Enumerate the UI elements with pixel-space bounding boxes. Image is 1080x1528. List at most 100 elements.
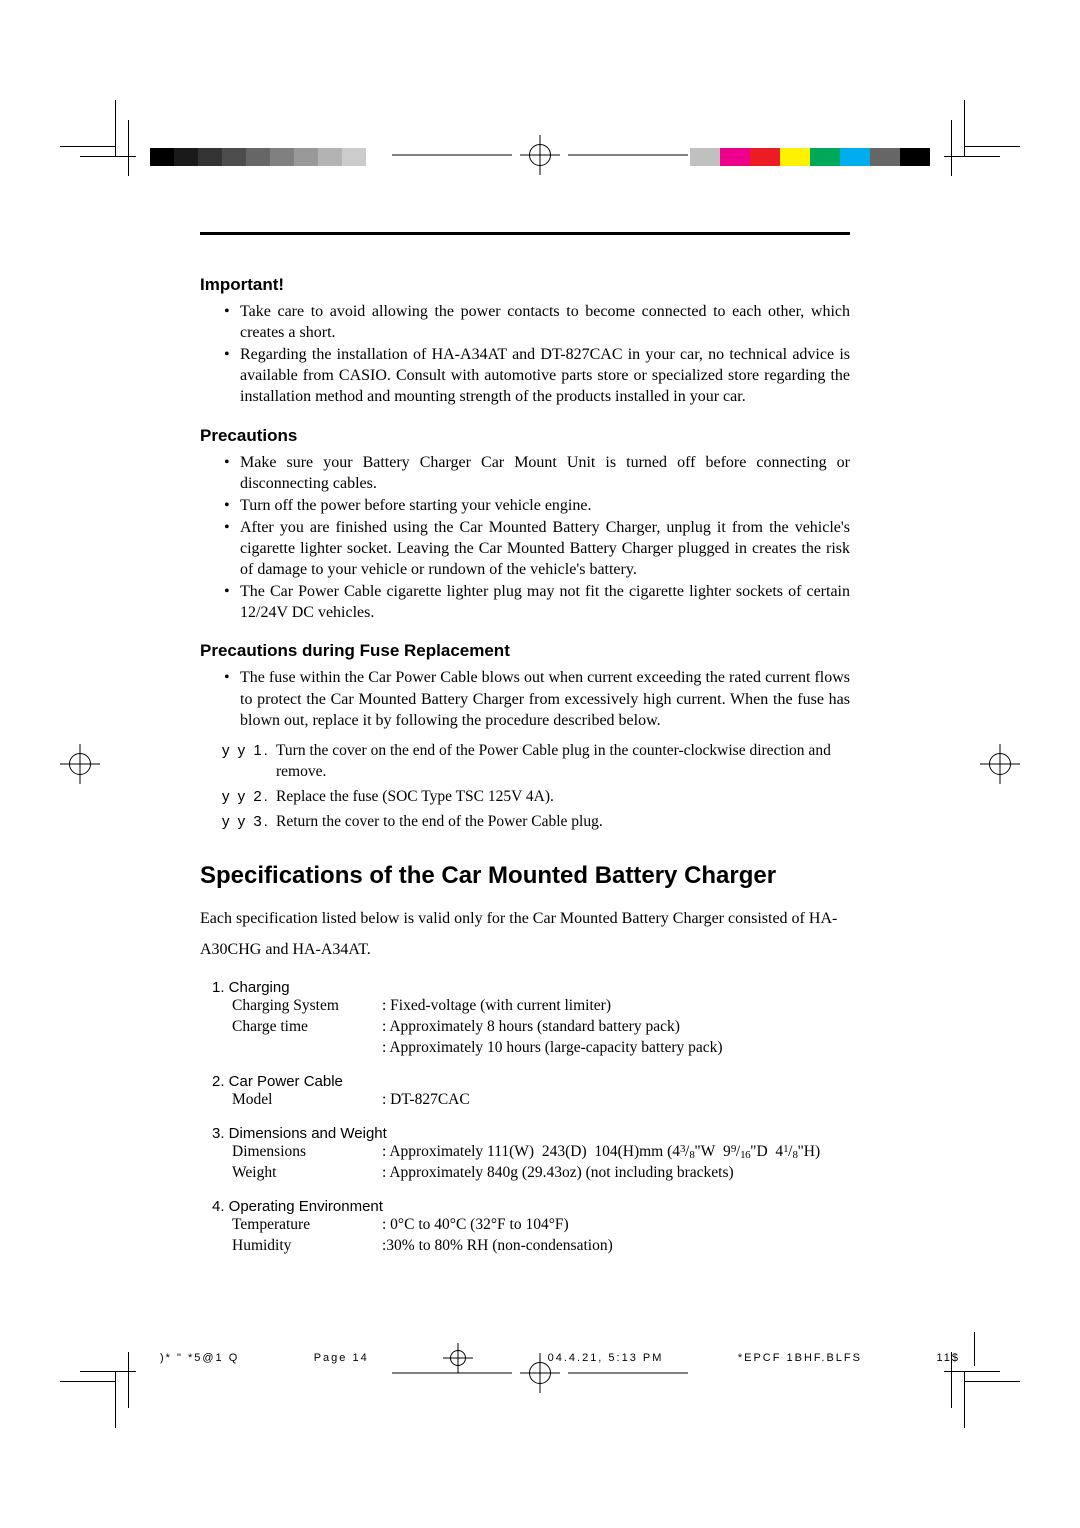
list-item: The Car Power Cable cigarette lighter pl… xyxy=(240,581,850,623)
step-item: y y 3. Return the cover to the end of the… xyxy=(222,812,850,833)
gray-swatch xyxy=(294,148,318,166)
registration-mark-icon xyxy=(980,744,1020,784)
spec-label: Weight xyxy=(232,1163,382,1184)
gray-swatch xyxy=(198,148,222,166)
precautions-list: Make sure your Battery Charger Car Mount… xyxy=(200,452,850,624)
spec-label: Temperature xyxy=(232,1215,382,1236)
spec-row: Dimensions: Approximately 111(W) 243(D) … xyxy=(200,1142,850,1163)
crop-mark xyxy=(974,1332,975,1366)
crop-mark xyxy=(60,1381,116,1382)
color-swatch xyxy=(750,148,780,166)
heading-fuse: Precautions during Fuse Replacement xyxy=(200,641,850,661)
spec-block-title: 4. Operating Environment xyxy=(200,1198,850,1215)
slug-left: )* " *5@1 Q xyxy=(160,1352,239,1364)
spec-row: Charge time: Approximately 8 hours (stan… xyxy=(200,1017,850,1038)
registration-mark-icon xyxy=(443,1343,473,1373)
step-number: y y 1. xyxy=(222,741,270,761)
registration-mark-icon xyxy=(60,744,100,784)
fuse-intro-list: The fuse within the Car Power Cable blow… xyxy=(200,667,850,730)
crop-mark xyxy=(128,120,129,176)
slug-page: Page 14 xyxy=(314,1352,369,1364)
spec-label: Model xyxy=(232,1090,382,1111)
color-swatch xyxy=(810,148,840,166)
spec-value: : Approximately 10 hours (large-capacity… xyxy=(382,1038,850,1059)
step-text: Return the cover to the end of the Power… xyxy=(276,813,603,830)
spec-row: Temperature: 0°C to 40°C (32°F to 104°F) xyxy=(200,1215,850,1236)
spec-value: : Approximately 111(W) 243(D) 104(H)mm (… xyxy=(382,1142,850,1163)
spec-label: Charging System xyxy=(232,996,382,1017)
heading-important: Important! xyxy=(200,275,850,295)
fuse-steps: y y 1. Turn the cover on the end of the P… xyxy=(200,741,850,833)
spec-value: : Fixed-voltage (with current limiter) xyxy=(382,996,850,1017)
color-swatch xyxy=(870,148,900,166)
heading-specifications: Specifications of the Car Mounted Batter… xyxy=(200,862,850,890)
crop-mark xyxy=(964,1381,1020,1382)
color-swatch xyxy=(690,148,720,166)
crop-mark xyxy=(115,100,116,156)
list-item: Regarding the installation of HA-A34AT a… xyxy=(240,344,850,407)
crop-mark xyxy=(964,100,965,156)
color-swatch xyxy=(840,148,870,166)
slug-right: *EPCF 1BHF.BLFS xyxy=(738,1352,862,1364)
color-swatch-bar xyxy=(690,148,930,166)
crop-mark xyxy=(964,146,1020,147)
crop-mark xyxy=(115,1372,116,1428)
step-number: y y 3. xyxy=(222,812,270,832)
spec-row: Weight: Approximately 840g (29.43oz) (no… xyxy=(200,1163,850,1184)
step-text: Replace the fuse (SOC Type TSC 125V 4A). xyxy=(276,788,554,805)
spec-block-title: 3. Dimensions and Weight xyxy=(200,1125,850,1142)
list-item: Turn off the power before starting your … xyxy=(240,495,850,516)
crop-mark xyxy=(944,156,1000,157)
registration-mark-icon xyxy=(520,135,560,175)
top-rule xyxy=(200,232,850,235)
gray-swatch xyxy=(366,148,390,166)
spec-block: 2. Car Power CableModel: DT-827CAC xyxy=(200,1073,850,1111)
page-content: Important! Take care to avoid allowing t… xyxy=(200,232,850,1257)
spec-row: Model: DT-827CAC xyxy=(200,1090,850,1111)
color-swatch xyxy=(900,148,930,166)
list-item: After you are finished using the Car Mou… xyxy=(240,517,850,580)
spec-label: Dimensions xyxy=(232,1142,382,1163)
gray-swatch xyxy=(174,148,198,166)
spec-value: :30% to 80% RH (non-condensation) xyxy=(382,1236,850,1257)
spec-value: : DT-827CAC xyxy=(382,1090,850,1111)
spec-block: 4. Operating EnvironmentTemperature: 0°C… xyxy=(200,1198,850,1257)
list-item: Take care to avoid allowing the power co… xyxy=(240,301,850,343)
spec-block-title: 1. Charging xyxy=(200,979,850,996)
step-item: y y 2. Replace the fuse (SOC Type TSC 125… xyxy=(222,787,850,808)
important-list: Take care to avoid allowing the power co… xyxy=(200,301,850,408)
spec-value: : 0°C to 40°C (32°F to 104°F) xyxy=(382,1215,850,1236)
slug-far: 11$ xyxy=(936,1352,960,1364)
crop-mark xyxy=(128,1352,129,1408)
job-slug: )* " *5@1 Q Page 14 04.4.21, 5:13 PM *EP… xyxy=(160,1343,960,1373)
spec-row: Charging System: Fixed-voltage (with cur… xyxy=(200,996,850,1017)
gray-swatch xyxy=(342,148,366,166)
spec-label xyxy=(232,1038,382,1059)
list-item: Make sure your Battery Charger Car Mount… xyxy=(240,452,850,494)
gray-swatch xyxy=(246,148,270,166)
spec-block-title: 2. Car Power Cable xyxy=(200,1073,850,1090)
step-number: y y 2. xyxy=(222,787,270,807)
gray-swatch xyxy=(318,148,342,166)
fuse-intro: The fuse within the Car Power Cable blow… xyxy=(240,667,850,730)
spec-block: 1. ChargingCharging System: Fixed-voltag… xyxy=(200,979,850,1059)
spec-value: : Approximately 840g (29.43oz) (not incl… xyxy=(382,1163,850,1184)
spec-label: Charge time xyxy=(232,1017,382,1038)
step-item: y y 1. Turn the cover on the end of the P… xyxy=(222,741,850,783)
gray-swatch xyxy=(222,148,246,166)
step-text: Turn the cover on the end of the Power C… xyxy=(276,742,831,780)
spec-row: Humidity:30% to 80% RH (non-condensation… xyxy=(200,1236,850,1257)
specifications-intro: Each specification listed below is valid… xyxy=(200,904,850,965)
crop-mark xyxy=(60,146,116,147)
spec-block: 3. Dimensions and WeightDimensions: Appr… xyxy=(200,1125,850,1184)
grayscale-swatch-bar xyxy=(150,148,390,166)
crop-mark xyxy=(951,120,952,176)
spec-value: : Approximately 8 hours (standard batter… xyxy=(382,1017,850,1038)
color-swatch xyxy=(720,148,750,166)
heading-precautions: Precautions xyxy=(200,426,850,446)
color-swatch xyxy=(780,148,810,166)
slug-date: 04.4.21, 5:13 PM xyxy=(548,1352,664,1364)
crop-mark xyxy=(964,1372,965,1428)
spec-row: : Approximately 10 hours (large-capacity… xyxy=(200,1038,850,1059)
gray-swatch xyxy=(270,148,294,166)
